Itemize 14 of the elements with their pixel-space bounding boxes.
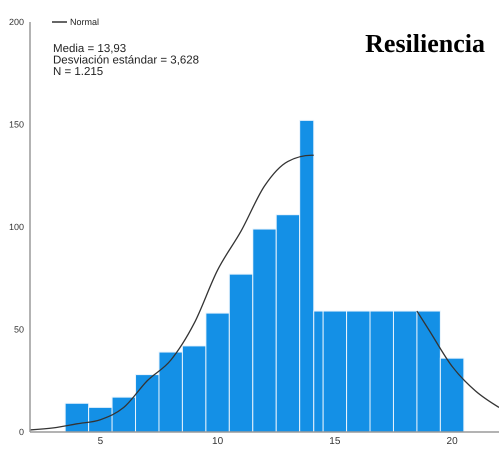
y-tick-label: 50 <box>14 324 24 335</box>
y-tick-label: 0 <box>18 427 24 438</box>
y-tick-label: 100 <box>8 222 24 232</box>
x-tick-label: 10 <box>212 436 224 447</box>
x-tick-label: 20 <box>446 436 458 447</box>
annotation: Media = 13,93 <box>53 43 126 55</box>
x-tick-label: 15 <box>329 436 341 447</box>
y-tick-label: 150 <box>8 120 24 130</box>
legend-label: Normal <box>70 17 100 28</box>
y-tick-label: 200 <box>8 17 24 28</box>
chart-title: Resiliencia <box>365 29 485 58</box>
annotation: Desviación estándar = 3,628 <box>53 54 200 66</box>
annotation: N = 1.215 <box>53 66 104 78</box>
x-tick-label: 5 <box>98 436 104 447</box>
